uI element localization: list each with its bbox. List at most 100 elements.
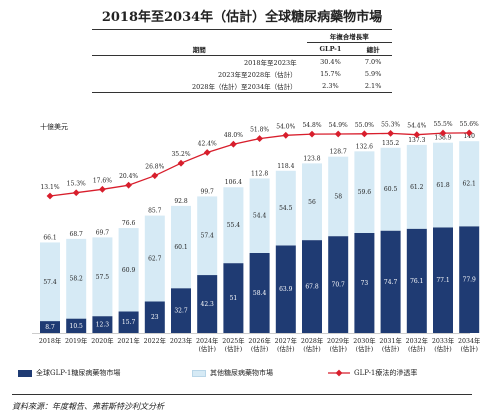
- cagr-col-glp1: GLP-1: [306, 42, 355, 56]
- cagr-glp1-value: 30.4%: [320, 58, 341, 66]
- cagr-col-total: 總計: [354, 42, 392, 56]
- data-label-other: 60.5: [384, 186, 398, 193]
- penetration-point: [230, 140, 237, 148]
- bar-glp1: [433, 227, 453, 333]
- cagr-table: 年複合增長率 期間 GLP-1 總計 2018年至2023年 30.4% 7.0…: [92, 29, 392, 93]
- footer-rule: [12, 394, 472, 395]
- x-tick-label: 2021年: [117, 336, 139, 345]
- data-label-total: 138.9: [434, 135, 451, 142]
- bar-glp1: [328, 236, 349, 333]
- bar-glp1: [92, 316, 113, 333]
- legend-item-glp1: 全球GLP-1糖尿病藥物市場: [18, 368, 120, 378]
- data-label-total: 112.8: [251, 170, 268, 177]
- bar-other: [459, 141, 480, 227]
- bar-other: [92, 237, 113, 317]
- data-label-total: 118.4: [277, 163, 294, 170]
- legend-label-other: 其他糖尿病藥物市場: [210, 369, 273, 377]
- cagr-col-period: 期間: [92, 42, 307, 56]
- data-label-total: 68.7: [70, 231, 84, 238]
- data-label-glp1: 73: [361, 280, 369, 287]
- bar-other: [433, 142, 453, 228]
- data-label-glp1: 10.5: [70, 323, 84, 330]
- data-label-glp1: 67.8: [305, 284, 319, 291]
- x-tick-label: 2029年: [327, 336, 349, 345]
- data-label-total: 69.7: [96, 229, 110, 236]
- bar-glp1: [406, 228, 427, 333]
- bar-other: [144, 215, 165, 302]
- data-label-glp1: 8.7: [45, 324, 55, 331]
- cagr-period: 2028年（估計）至2034年（估計）: [92, 80, 307, 93]
- penetration-label: 54.0%: [276, 123, 295, 130]
- bar-other: [171, 205, 191, 289]
- data-label-other: 54.4: [253, 213, 267, 220]
- data-label-total: 76.6: [122, 220, 136, 227]
- penetration-label: 42.4%: [198, 141, 217, 148]
- x-tick-label: 2020年: [91, 336, 113, 345]
- penetration-label: 55.0%: [355, 122, 374, 129]
- penetration-label: 15.3%: [67, 181, 86, 188]
- data-label-total: 132.6: [356, 143, 373, 150]
- data-label-total: 85.7: [148, 208, 162, 215]
- data-label-total: 135.2: [382, 140, 399, 147]
- bar-glp1: [302, 240, 322, 333]
- data-label-glp1: 23: [151, 314, 159, 321]
- data-label-total: 128.7: [330, 149, 347, 156]
- penetration-label: 54.9%: [329, 122, 348, 129]
- penetration-label: 48.0%: [224, 132, 243, 139]
- penetration-label: 17.6%: [93, 177, 112, 184]
- bar-glp1: [249, 252, 270, 333]
- source-note: 資料來源：年度報告、弗若斯特沙利文分析: [12, 402, 164, 411]
- legend: 全球GLP-1糖尿病藥物市場 其他糖尿病藥物市場 GLP-1療法的滲透率: [0, 368, 484, 380]
- x-tick-label: 2031年: [379, 336, 401, 345]
- x-tick-label: (估計): [434, 344, 452, 353]
- x-tick-label: 2033年: [432, 336, 454, 345]
- penetration-point: [256, 135, 263, 142]
- bar-glp1: [40, 321, 60, 333]
- cagr-header: 年複合增長率: [306, 29, 392, 43]
- bar-glp1: [66, 318, 87, 333]
- penetration-label: 20.4%: [119, 173, 138, 180]
- penetration-point: [177, 159, 185, 167]
- bar-glp1: [223, 263, 244, 333]
- penetration-label: 26.8%: [145, 164, 164, 171]
- x-tick-label: 2034年: [458, 336, 480, 345]
- x-tick-label: (估計): [198, 344, 216, 353]
- bar-other: [302, 163, 322, 241]
- x-tick-label: 2019年: [65, 336, 87, 345]
- data-label-glp1: 12.3: [96, 322, 110, 329]
- data-label-other: 61.8: [436, 182, 450, 189]
- x-tick-label: 2023年: [170, 336, 192, 345]
- bar-other: [380, 147, 401, 231]
- bar-other: [275, 170, 296, 246]
- data-label-other: 60.1: [174, 244, 187, 251]
- data-label-other: 61.2: [410, 184, 424, 191]
- bar-other: [118, 228, 139, 312]
- data-label-total: 123.8: [303, 155, 320, 162]
- data-label-glp1: 32.7: [174, 308, 188, 315]
- bar-other: [406, 144, 427, 229]
- bar-glp1: [144, 301, 165, 333]
- legend-swatch-glp1: [18, 369, 32, 377]
- cagr-row: 2028年（估計）至2034年（估計） 2.3% 2.1%: [92, 80, 392, 93]
- penetration-point: [465, 129, 473, 137]
- bar-glp1: [380, 230, 401, 333]
- bar-glp1: [354, 232, 375, 333]
- data-label-glp1: 58.4: [253, 290, 267, 297]
- penetration-label: 51.8%: [250, 127, 269, 134]
- data-label-total: 137.3: [408, 137, 425, 144]
- x-tick-label: 2028年: [301, 336, 323, 345]
- x-tick-label: 2027年: [275, 336, 297, 345]
- bar-other: [197, 196, 218, 276]
- penetration-point: [99, 185, 106, 193]
- cagr-period: 2018年至2023年: [244, 59, 297, 67]
- legend-swatch-other: [192, 369, 206, 377]
- penetration-label: 55.6%: [460, 121, 479, 128]
- data-label-total: 106.4: [225, 179, 242, 186]
- data-label-glp1: 15.7: [122, 319, 136, 326]
- penetration-label: 54.4%: [407, 123, 426, 130]
- x-tick-label: (估計): [329, 344, 347, 353]
- legend-label-glp1: 全球GLP-1糖尿病藥物市場: [36, 369, 121, 377]
- chart-title: 2018年至2034年（估計）全球糖尿病藥物市場: [101, 10, 383, 25]
- x-tick-label: 2018年: [39, 336, 61, 345]
- bar-other: [223, 187, 244, 264]
